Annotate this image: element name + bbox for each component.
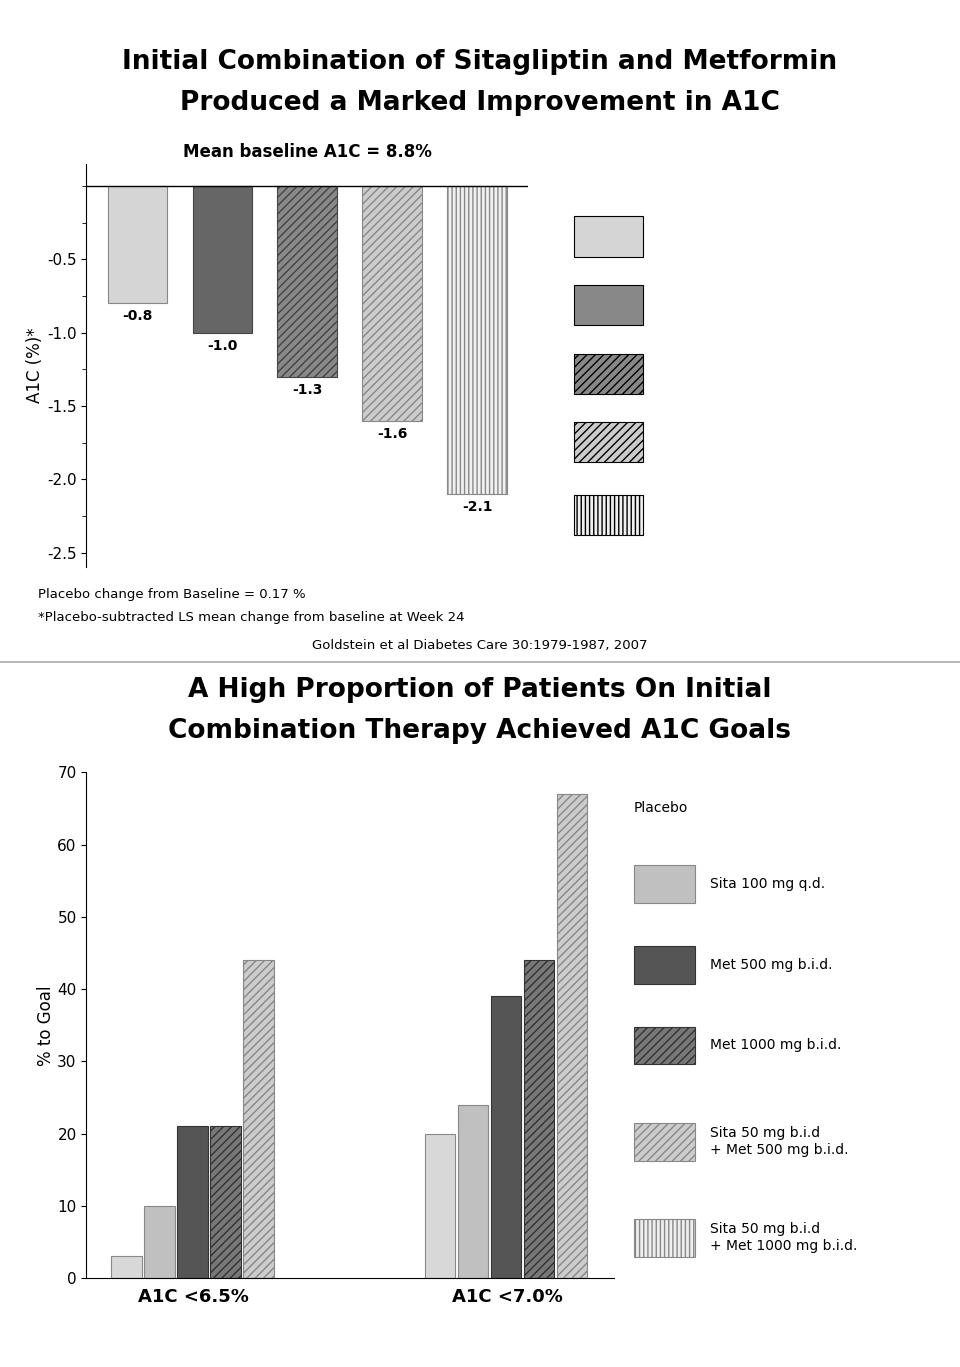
Text: -1.3: -1.3 bbox=[292, 383, 323, 396]
Text: Produced a Marked Improvement in A1C: Produced a Marked Improvement in A1C bbox=[180, 89, 780, 116]
Bar bbox=[111, 1256, 142, 1278]
Bar bbox=[634, 1219, 695, 1256]
Bar bbox=[210, 1126, 241, 1278]
Bar bbox=[634, 946, 695, 983]
Title: Mean baseline A1C = 8.8%: Mean baseline A1C = 8.8% bbox=[182, 144, 432, 161]
Text: Sita 50 mg b.i.d
+ Met 500 mg b.i.d.: Sita 50 mg b.i.d + Met 500 mg b.i.d. bbox=[710, 1126, 849, 1158]
Text: MF 1000 mg b.i.d.: MF 1000 mg b.i.d. bbox=[670, 366, 796, 381]
Bar bbox=[243, 960, 274, 1278]
Bar bbox=[458, 1105, 489, 1278]
Text: Combination Therapy Achieved A1C Goals: Combination Therapy Achieved A1C Goals bbox=[169, 718, 791, 745]
Text: Sita 100 mg q.d.: Sita 100 mg q.d. bbox=[710, 876, 826, 891]
Text: Sita 50 mg b.i.d
+ Met 1000 mg b.i.d.: Sita 50 mg b.i.d + Met 1000 mg b.i.d. bbox=[710, 1222, 858, 1254]
Text: Goldstein et al Diabetes Care 30:1979-1987, 2007: Goldstein et al Diabetes Care 30:1979-19… bbox=[312, 638, 648, 652]
Bar bbox=[574, 286, 643, 325]
Bar bbox=[634, 865, 695, 902]
Text: MF 500 mg b.i.d.: MF 500 mg b.i.d. bbox=[670, 298, 786, 312]
Bar bbox=[424, 1133, 455, 1278]
Bar bbox=[277, 186, 337, 377]
Bar bbox=[193, 186, 252, 332]
Y-axis label: % to Goal: % to Goal bbox=[36, 986, 55, 1065]
Bar bbox=[574, 422, 643, 462]
Bar bbox=[144, 1206, 175, 1278]
Bar bbox=[363, 186, 421, 421]
Text: Sita 50 mg  +
MF 1000 mg b.i.d.: Sita 50 mg + MF 1000 mg b.i.d. bbox=[670, 499, 796, 530]
Text: Sita 100 mg q.d.: Sita 100 mg q.d. bbox=[670, 230, 785, 243]
Bar bbox=[557, 794, 588, 1278]
Bar bbox=[574, 354, 643, 394]
Text: Sita 50 mg +
MF 500 mg b.i.d.: Sita 50 mg + MF 500 mg b.i.d. bbox=[670, 427, 786, 458]
Text: -0.8: -0.8 bbox=[122, 309, 153, 323]
Bar bbox=[523, 960, 554, 1278]
Text: Initial Combination of Sitagliptin and Metformin: Initial Combination of Sitagliptin and M… bbox=[123, 48, 837, 75]
Bar bbox=[178, 1126, 207, 1278]
Bar bbox=[574, 216, 643, 257]
Bar bbox=[634, 1027, 695, 1065]
Bar bbox=[108, 186, 167, 303]
Bar bbox=[634, 1122, 695, 1161]
Bar bbox=[491, 997, 521, 1278]
Text: Met 1000 mg b.i.d.: Met 1000 mg b.i.d. bbox=[710, 1039, 842, 1053]
Text: -1.6: -1.6 bbox=[377, 427, 407, 440]
Text: A High Proportion of Patients On Initial: A High Proportion of Patients On Initial bbox=[188, 677, 772, 704]
Text: -2.1: -2.1 bbox=[462, 500, 492, 514]
Text: -1.0: -1.0 bbox=[207, 339, 237, 353]
Text: *Placebo-subtracted LS mean change from baseline at Week 24: *Placebo-subtracted LS mean change from … bbox=[38, 611, 465, 625]
Y-axis label: A1C (%)*: A1C (%)* bbox=[26, 328, 44, 403]
Text: Met 500 mg b.i.d.: Met 500 mg b.i.d. bbox=[710, 957, 833, 972]
Bar bbox=[574, 495, 643, 534]
Text: Placebo change from Baseline = 0.17 %: Placebo change from Baseline = 0.17 % bbox=[38, 588, 306, 601]
Bar bbox=[447, 186, 507, 493]
Text: Placebo: Placebo bbox=[634, 801, 688, 815]
